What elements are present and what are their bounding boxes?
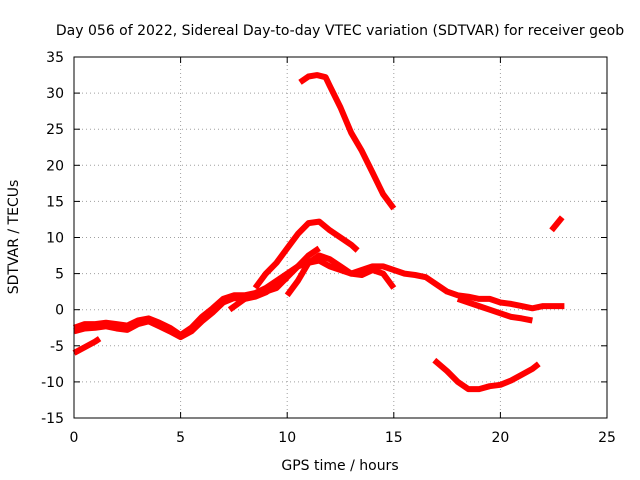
series-mid-arc <box>252 218 360 290</box>
series-rising-segment <box>227 245 321 313</box>
y-tick-label: 35 <box>46 50 64 66</box>
data-marks <box>72 72 565 393</box>
y-axis-label: SDTVAR / TECUs <box>6 180 22 295</box>
y-tick-label: 5 <box>55 267 64 283</box>
y-tick-label: 15 <box>46 194 64 210</box>
x-tick-label: 25 <box>598 430 616 446</box>
grid-lines <box>74 57 607 418</box>
y-tick-label: 10 <box>46 231 64 247</box>
x-tick-label: 10 <box>278 430 296 446</box>
y-tick-label: 0 <box>55 303 64 319</box>
x-axis-label: GPS time / hours <box>281 458 398 474</box>
x-tick-label: 15 <box>385 430 403 446</box>
series-hump-segment <box>284 252 397 298</box>
chart-title: Day 056 of 2022, Sidereal Day-to-day VTE… <box>56 23 624 39</box>
series-evening-drop <box>456 296 533 324</box>
y-tick-label: -10 <box>41 375 64 391</box>
series-night-trough <box>432 357 541 393</box>
y-tick-label: -15 <box>41 411 64 427</box>
x-tick-label: 20 <box>491 430 509 446</box>
series-high-arc <box>298 72 397 211</box>
y-tick-label: 25 <box>46 122 64 138</box>
y-tick-label: 30 <box>46 86 64 102</box>
series-pre-dawn-segment <box>72 336 102 356</box>
series-main-band-a <box>73 257 565 338</box>
series-late-segment <box>549 215 565 233</box>
axis-ticks: 0 5 10 15 20 25 -15 -10 -5 0 5 10 15 20 25 30 35 <box>41 50 616 446</box>
y-tick-label: 20 <box>46 158 64 174</box>
x-tick-label: 5 <box>176 430 185 446</box>
y-tick-label: -5 <box>50 339 64 355</box>
x-tick-label: 0 <box>70 430 79 446</box>
